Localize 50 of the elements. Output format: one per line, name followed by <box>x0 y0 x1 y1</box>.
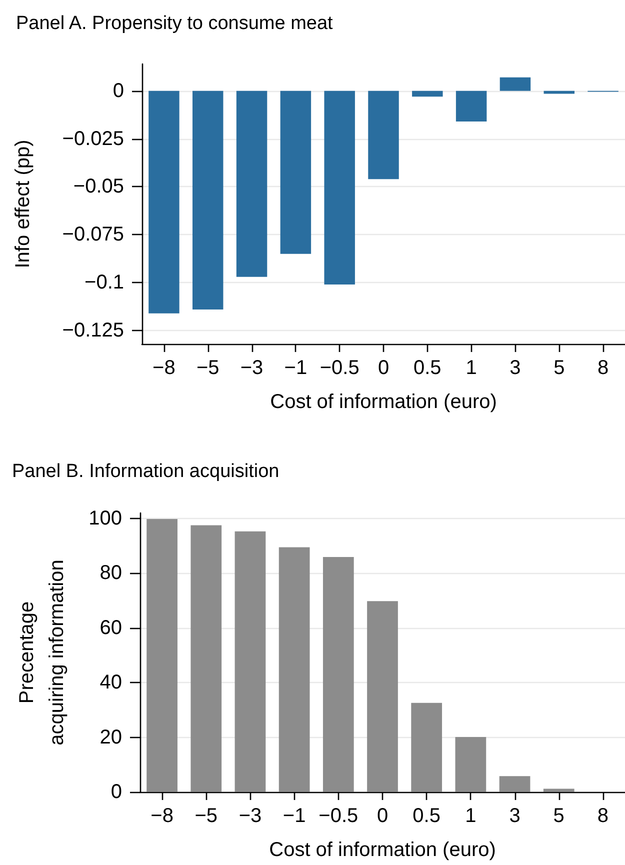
x-tick-label: 0.5 <box>414 357 442 379</box>
y-tick-label: 60 <box>100 616 122 639</box>
x-tick-label: 8 <box>597 805 609 827</box>
y-tick-label: −0.05 <box>73 176 124 198</box>
bar <box>543 788 574 792</box>
bar <box>234 531 266 792</box>
y-tick-label: 80 <box>100 562 122 584</box>
x-tick-label: 1 <box>466 357 477 379</box>
bar <box>190 525 222 792</box>
x-tick-label: −5 <box>194 805 218 827</box>
x-tick-label: 3 <box>509 805 520 827</box>
y-tick-label: 0 <box>112 80 124 102</box>
x-tick-label: −3 <box>240 357 264 379</box>
y-tick-label: −0.1 <box>84 272 124 294</box>
y-axis-title: Info effect (pp) <box>12 140 34 268</box>
x-tick-label: 5 <box>553 805 564 827</box>
y-tick-label: −0.025 <box>62 128 124 150</box>
y-axis-title: Precentage acquiring information <box>16 560 68 746</box>
bar <box>455 737 486 792</box>
y-tick-label: −0.125 <box>62 320 124 342</box>
x-tick-label: −1 <box>282 805 306 827</box>
y-tick-label: 40 <box>100 672 122 694</box>
y-tick-label: −0.075 <box>62 224 124 246</box>
x-tick-label: −0.5 <box>320 357 360 379</box>
x-tick-label: 0 <box>378 357 390 379</box>
x-tick-label: −0.5 <box>318 805 358 827</box>
bar <box>367 601 398 792</box>
bar <box>499 776 530 792</box>
x-tick-label: 8 <box>597 357 609 379</box>
x-axis-title: Cost of information (euro) <box>270 391 497 413</box>
chart-title: Panel A. Propensity to consume meat <box>16 13 334 34</box>
x-tick-label: 1 <box>465 805 476 827</box>
bar <box>322 557 354 792</box>
x-tick-label: −3 <box>238 805 262 827</box>
x-tick-label: −8 <box>150 805 174 827</box>
y-tick-label: 0 <box>110 781 122 803</box>
x-tick-label: −8 <box>152 357 176 379</box>
bar <box>278 547 310 792</box>
chart-title: Panel B. Information acquisition <box>12 461 280 482</box>
x-tick-label: 3 <box>510 357 521 379</box>
x-tick-label: 0.5 <box>412 805 440 827</box>
bar <box>411 702 442 792</box>
bar <box>146 519 178 792</box>
x-tick-label: −5 <box>196 357 220 379</box>
x-axis-title: Cost of information (euro) <box>269 839 496 861</box>
x-tick-label: 5 <box>554 357 565 379</box>
y-tick-label: 100 <box>88 507 122 530</box>
x-tick-label: −1 <box>284 357 308 379</box>
y-tick-label: 20 <box>100 726 122 748</box>
x-tick-label: 0 <box>376 805 388 827</box>
